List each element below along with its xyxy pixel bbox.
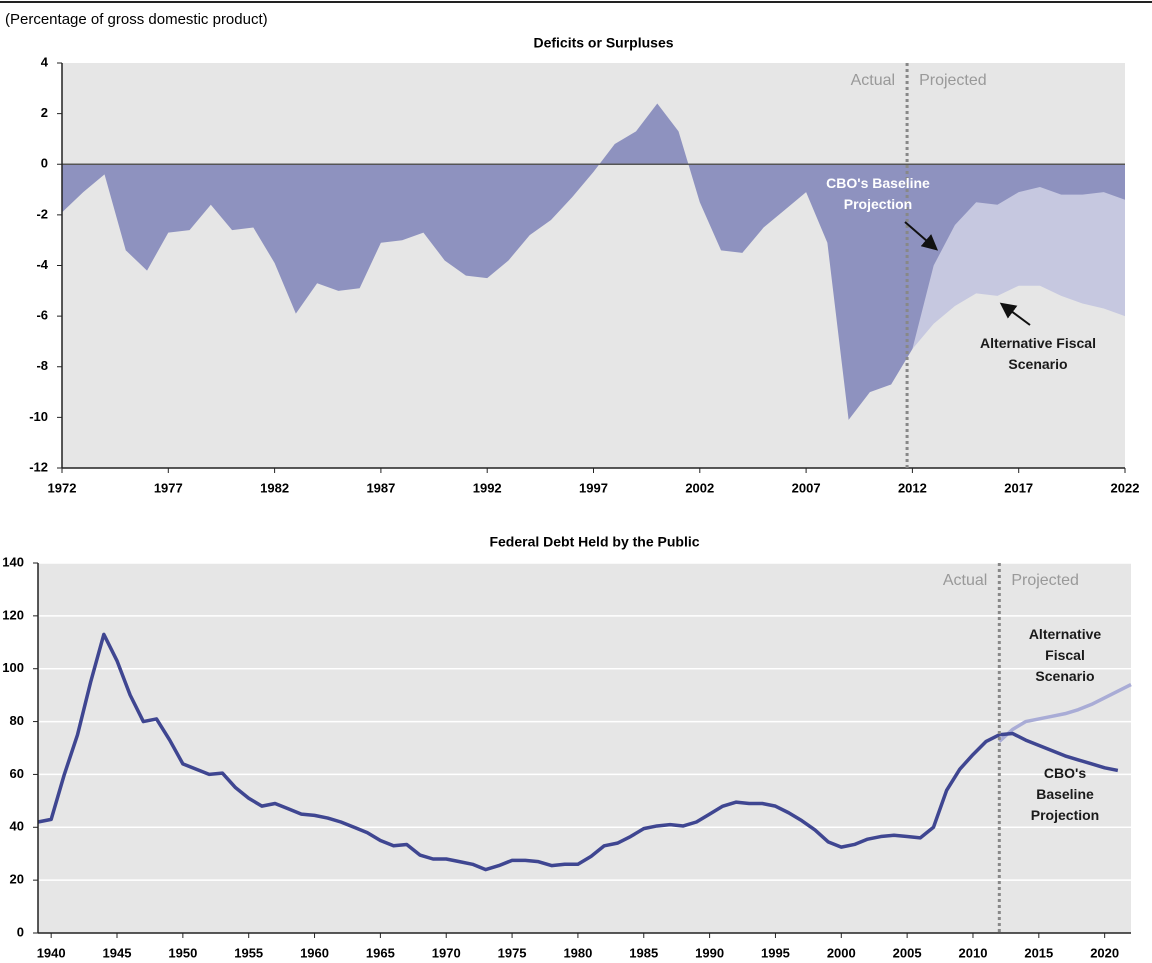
y-tick-label: -2 xyxy=(36,206,48,221)
y-tick-label: 4 xyxy=(41,54,49,69)
x-tick-label: 1990 xyxy=(695,945,724,960)
x-tick-label: 2017 xyxy=(1004,480,1033,495)
y-tick-label: 80 xyxy=(10,713,24,728)
series-label: Alternative Fiscal Scenario xyxy=(980,335,1096,372)
annotation: Projected xyxy=(1011,572,1079,589)
series-label: CBO's Baseline Projection xyxy=(826,175,930,212)
x-tick-label: 1975 xyxy=(498,945,527,960)
y-tick-label: 120 xyxy=(2,607,24,622)
y-tick-label: 20 xyxy=(10,872,24,887)
x-tick-label: 2002 xyxy=(685,480,714,495)
x-tick-label: 1955 xyxy=(234,945,263,960)
x-tick-label: 2007 xyxy=(792,480,821,495)
y-tick-label: -4 xyxy=(36,257,48,272)
plot-area xyxy=(38,563,1131,933)
x-tick-label: 2010 xyxy=(959,945,988,960)
y-tick-label: -12 xyxy=(29,459,48,474)
line xyxy=(37,632,1119,872)
y-tick-label: -10 xyxy=(29,409,48,424)
y-tick-label: 40 xyxy=(10,819,24,834)
series-label: CBO's Baseline Projection xyxy=(1030,765,1100,823)
x-tick-label: 1995 xyxy=(761,945,790,960)
x-tick-label: 1987 xyxy=(366,480,395,495)
x-tick-label: 1980 xyxy=(563,945,592,960)
x-tick-label: 1985 xyxy=(629,945,658,960)
x-tick-label: 1940 xyxy=(37,945,66,960)
x-tick-label: 1977 xyxy=(154,480,183,495)
y-tick-label: -8 xyxy=(36,358,48,373)
x-tick-label: 1970 xyxy=(432,945,461,960)
y-tick-label: 140 xyxy=(2,554,24,569)
y-tick-label: 0 xyxy=(41,156,48,171)
x-tick-label: 2020 xyxy=(1090,945,1119,960)
x-tick-label: 1965 xyxy=(366,945,395,960)
y-tick-label: -6 xyxy=(36,308,48,323)
annotation: Actual xyxy=(943,572,987,589)
annotation: Actual xyxy=(851,72,895,89)
x-tick-label: 1960 xyxy=(300,945,329,960)
x-tick-label: 1945 xyxy=(103,945,132,960)
x-tick-label: 2000 xyxy=(827,945,856,960)
x-tick-label: 1950 xyxy=(168,945,197,960)
x-tick-label: 2012 xyxy=(898,480,927,495)
y-tick-label: 2 xyxy=(41,105,48,120)
annotation: Projected xyxy=(919,72,987,89)
y-tick-label: 100 xyxy=(2,660,24,675)
x-tick-label: 1982 xyxy=(260,480,289,495)
area xyxy=(62,103,1125,420)
y-tick-label: 0 xyxy=(17,924,24,939)
line xyxy=(998,683,1132,743)
header: (Percentage of gross domestic product) xyxy=(5,11,268,28)
series-label: Alternative Fiscal Scenario xyxy=(1028,626,1102,684)
arrow xyxy=(904,221,939,251)
x-tick-label: 1992 xyxy=(473,480,502,495)
y-tick-label: 60 xyxy=(10,766,24,781)
x-tick-label: 1997 xyxy=(579,480,608,495)
arrow xyxy=(999,302,1031,326)
chart-title: Federal Debt Held by the Public xyxy=(489,534,699,550)
chart-title: Deficits or Surpluses xyxy=(533,35,673,51)
x-tick-label: 2005 xyxy=(893,945,922,960)
x-tick-label: 2022 xyxy=(1111,480,1140,495)
x-tick-label: 2015 xyxy=(1024,945,1053,960)
x-tick-label: 1972 xyxy=(48,480,77,495)
